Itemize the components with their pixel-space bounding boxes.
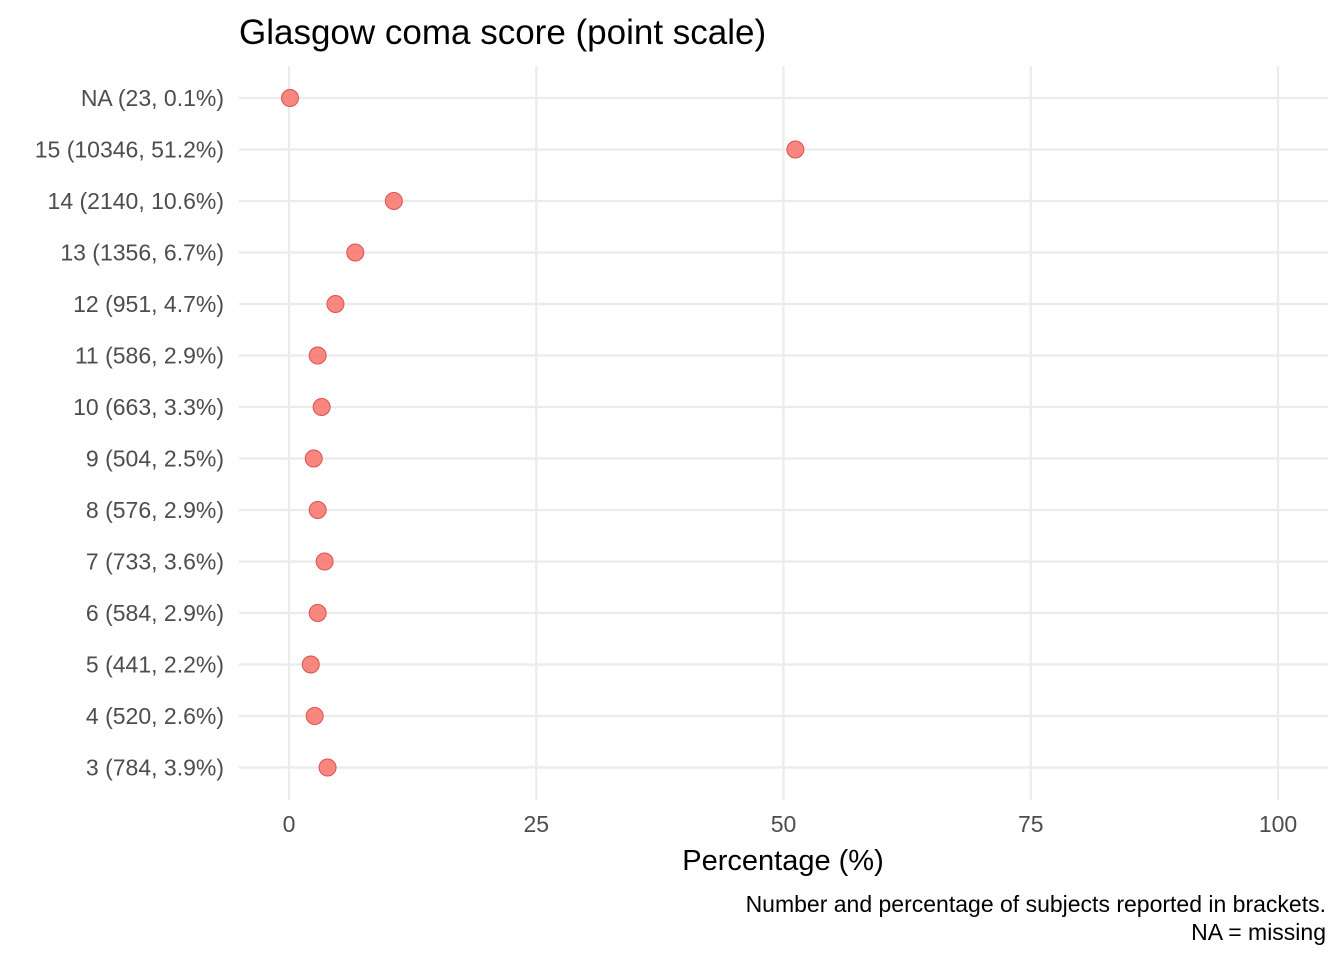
y-tick-label: 15 (10346, 51.2%): [35, 137, 224, 163]
y-tick-label: 13 (1356, 6.7%): [60, 240, 224, 266]
y-axis-tick-labels: NA (23, 0.1%) 15 (10346, 51.2%) 14 (2140, …: [35, 85, 224, 781]
caption: Number and percentage of subjects report…: [746, 891, 1326, 945]
data-point: [308, 501, 327, 519]
data-point: [786, 140, 805, 159]
data-point: [346, 243, 365, 262]
data-point: [315, 552, 334, 571]
y-tick-label: 5 (441, 2.2%): [86, 652, 224, 678]
y-tick-label: 8 (576, 2.9%): [86, 497, 224, 523]
chart-title: Glasgow coma score (point scale): [239, 13, 766, 52]
data-points: [280, 89, 805, 777]
y-tick-label: NA (23, 0.1%): [81, 85, 224, 111]
y-tick-label: 7 (733, 3.6%): [86, 549, 224, 575]
data-point: [326, 295, 345, 313]
x-tick-label: 100: [1259, 811, 1297, 837]
y-tick-label: 12 (951, 4.7%): [73, 291, 224, 317]
data-point: [305, 707, 324, 725]
y-tick-label: 11 (586, 2.9%): [75, 343, 224, 369]
x-tick-label: 25: [523, 811, 549, 837]
y-tick-label: 9 (504, 2.5%): [86, 446, 224, 472]
x-axis-tick-labels: 0 25 50 75 100: [283, 811, 1298, 837]
data-point: [304, 449, 323, 468]
x-tick-label: 75: [1018, 811, 1044, 837]
y-tick-label: 10 (663, 3.3%): [73, 394, 224, 420]
x-tick-label: 0: [283, 811, 296, 837]
grid-lines: [239, 66, 1328, 800]
data-point: [384, 192, 403, 210]
data-point: [308, 346, 327, 365]
data-point: [301, 655, 320, 674]
x-tick-label: 50: [771, 811, 797, 837]
y-tick-label: 3 (784, 3.9%): [86, 755, 224, 781]
y-tick-label: 6 (584, 2.9%): [86, 600, 224, 626]
y-tick-label: 4 (520, 2.6%): [86, 703, 224, 729]
x-axis-label: Percentage (%): [682, 845, 884, 877]
caption-line: NA = missing: [1191, 919, 1326, 945]
data-point: [312, 398, 331, 416]
data-point: [308, 604, 327, 622]
data-point: [280, 89, 299, 107]
caption-line: Number and percentage of subjects report…: [746, 891, 1326, 917]
data-point: [318, 758, 337, 777]
y-tick-label: 14 (2140, 10.6%): [48, 188, 224, 214]
